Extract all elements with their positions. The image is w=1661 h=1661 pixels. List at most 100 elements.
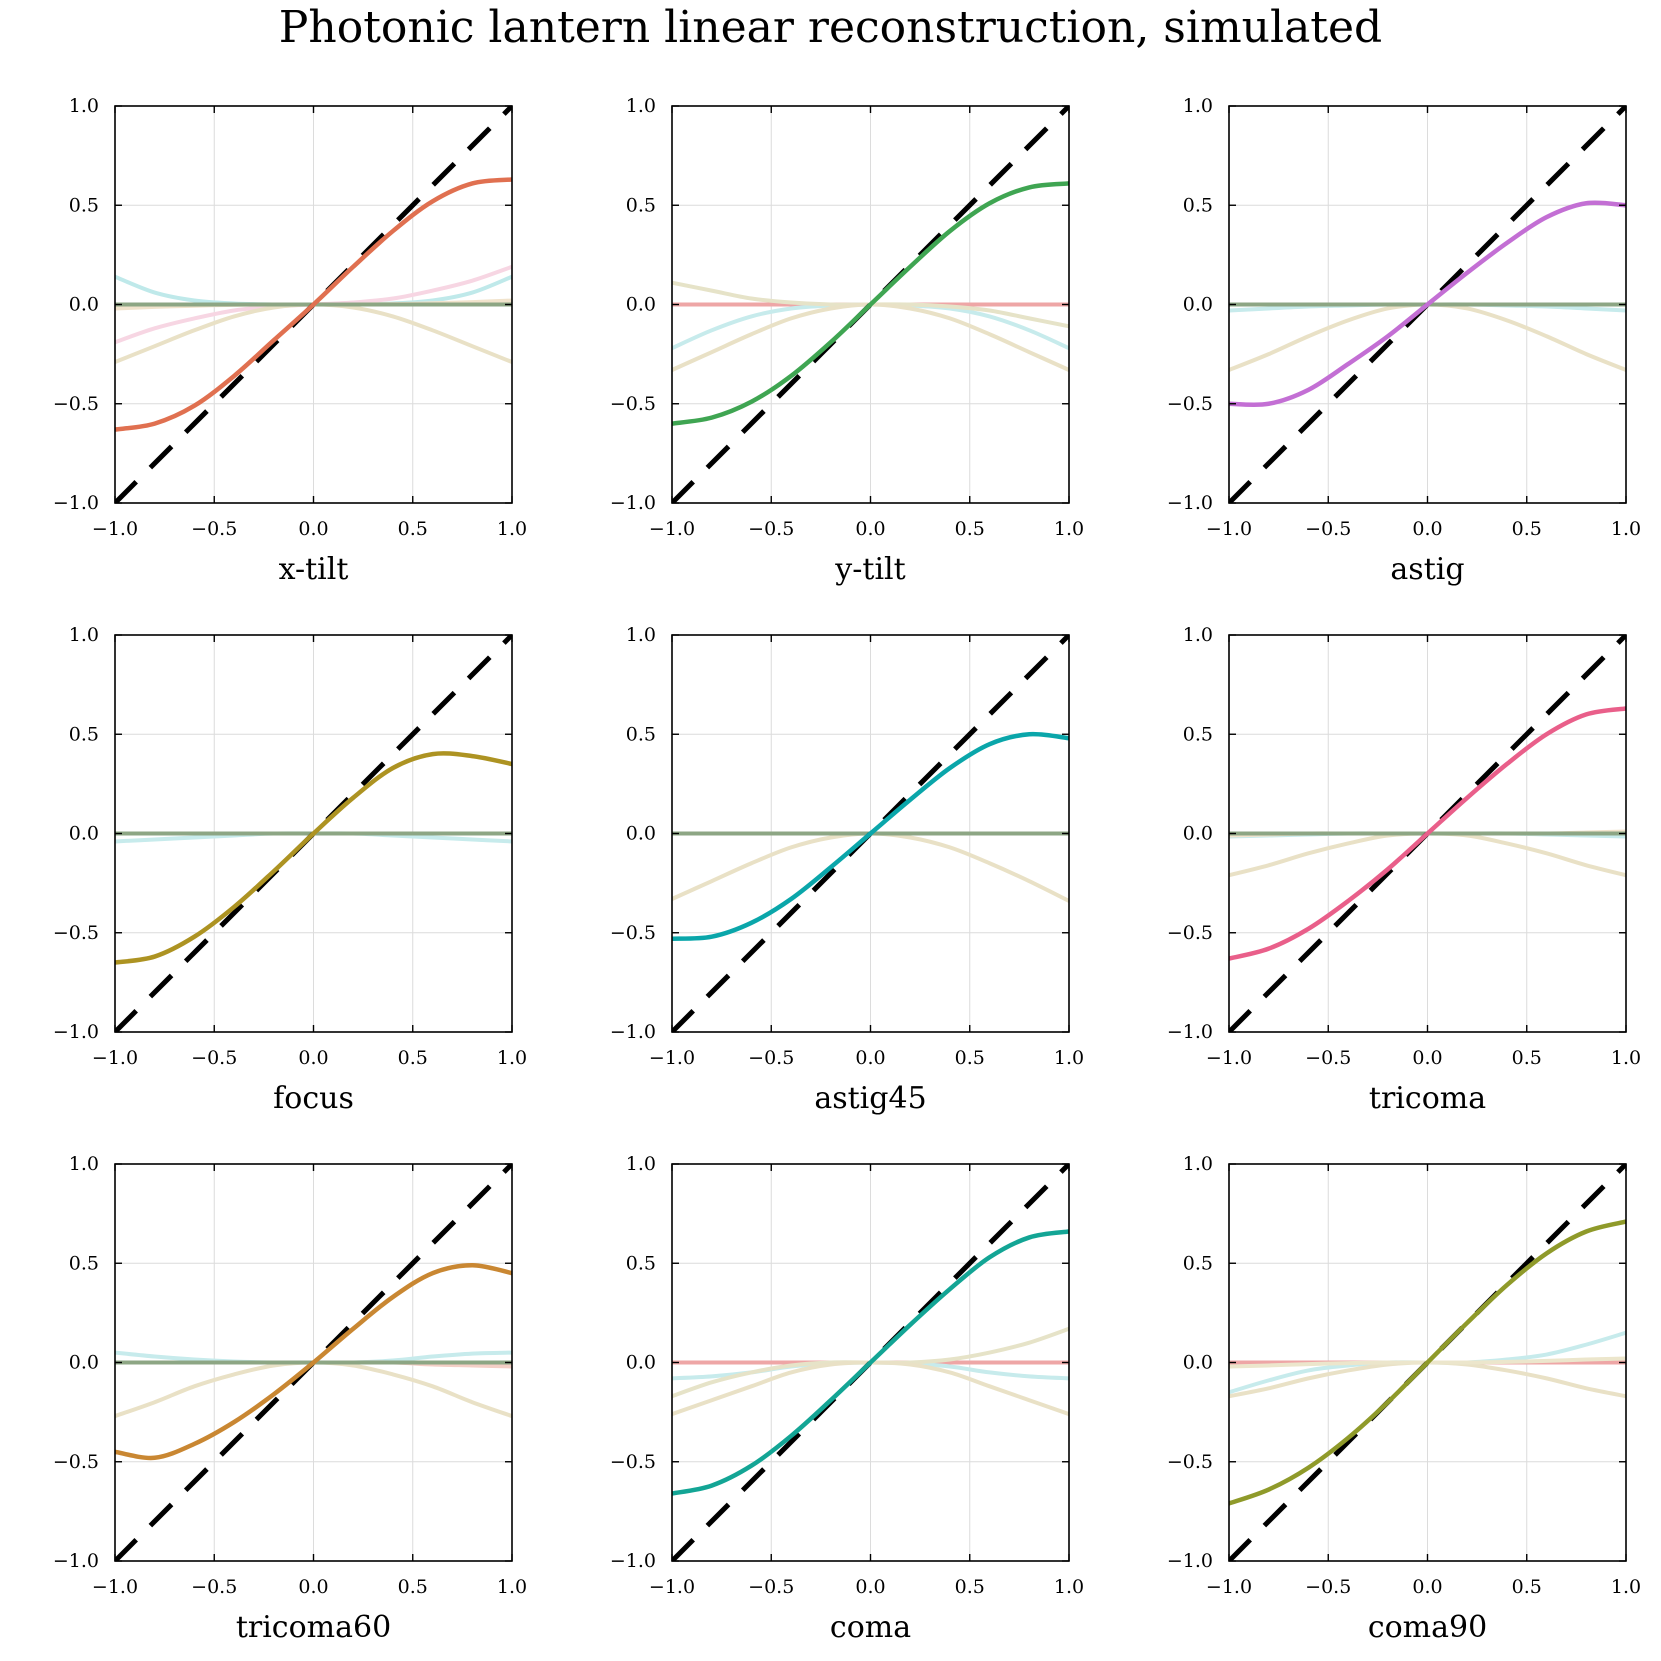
x-tick-label: −0.5 [1305, 518, 1351, 540]
y-tick-label: 0.0 [1183, 823, 1213, 845]
panel-xlabel: astig [1390, 552, 1464, 587]
main-series-line [672, 181, 1069, 426]
x-tick-label: 0.5 [1512, 1047, 1542, 1069]
y-tick-label: 0.5 [69, 723, 99, 745]
main-series-line [115, 751, 512, 965]
panel-y-tilt: −1.0 −0.5 0.0 0.5 1.0 −1.0 −0.5 0.0 0.5 1.0 y-tilt [610, 95, 1084, 587]
y-tick-label: −0.5 [610, 1451, 656, 1473]
y-tick-label: 0.5 [69, 194, 99, 216]
y-tick-label: −1.0 [53, 1550, 99, 1572]
y-tick-label: 1.0 [1183, 624, 1213, 646]
reference-line [115, 635, 512, 1032]
y-tick-label: 1.0 [69, 1153, 99, 1175]
y-tick-label: 0.0 [69, 823, 99, 845]
panel-xlabel: focus [273, 1081, 354, 1116]
x-tick-label: 0.5 [398, 518, 428, 540]
x-tick-label: 0.0 [855, 1576, 885, 1598]
panel-xlabel: coma90 [1368, 1610, 1487, 1645]
y-tick-label: −0.5 [53, 1451, 99, 1473]
main-series-line [115, 1262, 512, 1461]
panel-xlabel: astig45 [814, 1081, 926, 1116]
panel-astig45: −1.0 −0.5 0.0 0.5 1.0 −1.0 −0.5 0.0 0.5 1.0 astig4… [610, 624, 1084, 1116]
y-tick-label: −0.5 [53, 393, 99, 415]
main-series-line [672, 1229, 1069, 1496]
x-tick-label: 0.0 [298, 1576, 328, 1598]
reference-line [672, 1164, 1069, 1561]
reference-line [115, 106, 512, 503]
panel-focus: −1.0 −0.5 0.0 0.5 1.0 −1.0 −0.5 0.0 0.5 1.0 focus [53, 624, 527, 1116]
x-tick-label: 1.0 [1611, 1047, 1641, 1069]
x-tick-label: 0.0 [298, 518, 328, 540]
panel-coma90: −1.0 −0.5 0.0 0.5 1.0 −1.0 −0.5 0.0 0.5 1.0 coma90 [1167, 1153, 1641, 1645]
x-tick-label: −0.5 [1305, 1576, 1351, 1598]
x-tick-label: 0.0 [855, 1047, 885, 1069]
y-tick-label: 1.0 [626, 624, 656, 646]
y-tick-label: −0.5 [53, 922, 99, 944]
y-tick-label: 0.0 [626, 1352, 656, 1374]
x-tick-label: 0.0 [1412, 1047, 1442, 1069]
y-tick-label: 1.0 [626, 95, 656, 117]
x-tick-label: −0.5 [1305, 1047, 1351, 1069]
series-group [1229, 1164, 1626, 1561]
x-tick-label: −1.0 [649, 518, 695, 540]
x-tick-label: 0.5 [398, 1047, 428, 1069]
y-tick-label: 1.0 [69, 95, 99, 117]
x-tick-label: −1.0 [649, 1576, 695, 1598]
main-series-line [115, 177, 512, 432]
reference-line [115, 1164, 512, 1561]
y-tick-label: 0.0 [1183, 1352, 1213, 1374]
panel-x-tilt: −1.0 −0.5 0.0 0.5 1.0 −1.0 −0.5 0.0 0.5 1.0 x-tilt [53, 95, 527, 587]
panel-xlabel: x-tilt [279, 552, 349, 587]
x-tick-label: 0.5 [955, 518, 985, 540]
series-group [1229, 635, 1626, 1032]
y-tick-label: 0.5 [626, 194, 656, 216]
series-group [1229, 106, 1626, 503]
series-group [115, 635, 512, 1032]
x-tick-label: 1.0 [1054, 518, 1084, 540]
reference-line [672, 635, 1069, 1032]
x-tick-label: 1.0 [497, 518, 527, 540]
y-tick-label: 0.5 [1183, 1252, 1213, 1274]
x-tick-label: −1.0 [1206, 1047, 1252, 1069]
y-tick-label: −1.0 [610, 1550, 656, 1572]
x-tick-label: 0.0 [1412, 1576, 1442, 1598]
x-tick-label: 1.0 [1611, 518, 1641, 540]
y-tick-label: −1.0 [53, 1021, 99, 1043]
y-tick-label: −1.0 [53, 492, 99, 514]
y-tick-label: 0.5 [1183, 194, 1213, 216]
x-tick-label: 0.0 [1412, 518, 1442, 540]
x-tick-label: 0.5 [1512, 1576, 1542, 1598]
y-tick-label: 0.0 [69, 294, 99, 316]
panel-xlabel: y-tilt [834, 552, 905, 587]
panel-xlabel: coma [830, 1610, 911, 1645]
y-tick-label: −1.0 [610, 492, 656, 514]
y-tick-label: 0.0 [626, 294, 656, 316]
main-series-line [1229, 706, 1626, 961]
main-series-line [1229, 1219, 1626, 1506]
y-tick-label: 0.5 [626, 723, 656, 745]
x-tick-label: 0.5 [398, 1576, 428, 1598]
y-tick-label: −1.0 [610, 1021, 656, 1043]
y-tick-label: 0.5 [69, 1252, 99, 1274]
x-tick-label: 0.0 [298, 1047, 328, 1069]
y-tick-label: 0.0 [1183, 294, 1213, 316]
x-tick-label: −0.5 [191, 1047, 237, 1069]
y-tick-label: 0.5 [626, 1252, 656, 1274]
y-tick-label: 1.0 [69, 624, 99, 646]
series-group [672, 635, 1069, 1032]
x-tick-label: 1.0 [497, 1047, 527, 1069]
x-tick-label: −1.0 [1206, 1576, 1252, 1598]
y-tick-label: 1.0 [626, 1153, 656, 1175]
x-tick-label: 0.5 [955, 1576, 985, 1598]
reference-line [1229, 106, 1626, 503]
series-group [672, 106, 1069, 503]
x-tick-label: 0.0 [855, 518, 885, 540]
y-tick-label: 0.0 [69, 1352, 99, 1374]
y-tick-label: −0.5 [1167, 1451, 1213, 1473]
main-series-line [1229, 200, 1626, 408]
y-tick-label: −0.5 [610, 922, 656, 944]
x-tick-label: −1.0 [1206, 518, 1252, 540]
y-tick-label: −0.5 [1167, 922, 1213, 944]
